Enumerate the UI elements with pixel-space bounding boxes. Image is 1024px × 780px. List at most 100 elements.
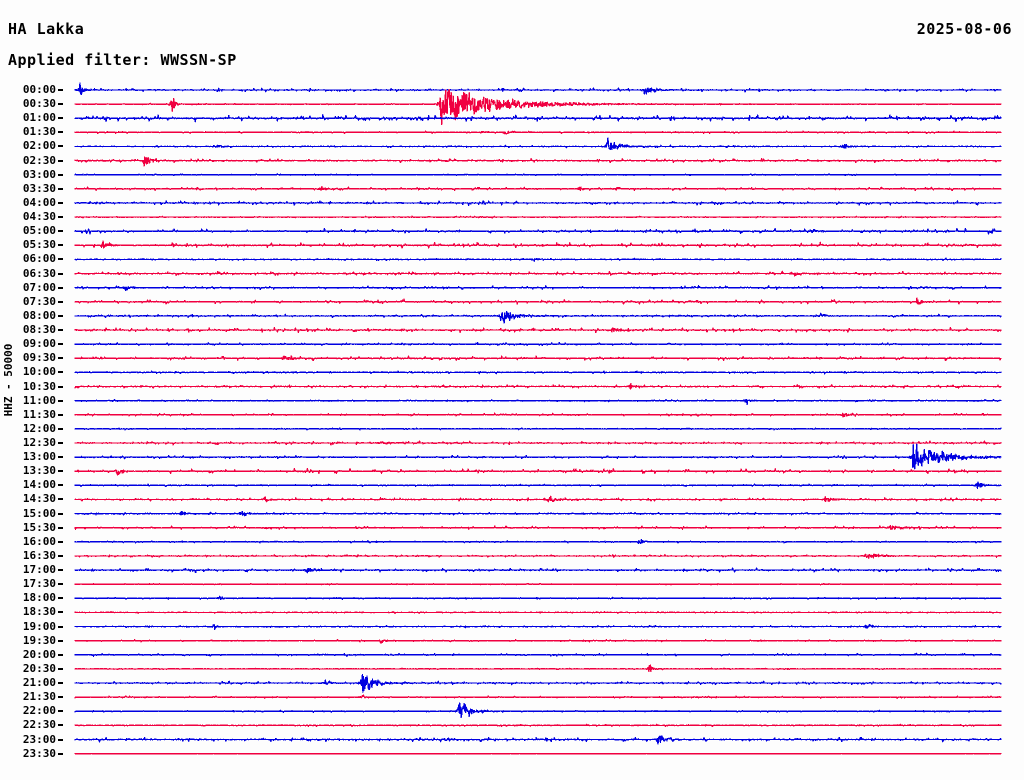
time-tick-label: 14:30 [22, 492, 56, 506]
seismogram-trace [74, 215, 1002, 219]
time-tick-label: 00:30 [22, 97, 56, 111]
time-tick-mark [58, 653, 63, 656]
time-tick-mark [58, 159, 63, 162]
time-tick-label: 07:00 [22, 280, 56, 294]
seismogram-trace [74, 495, 1002, 503]
time-tick-label: 06:00 [22, 252, 56, 266]
time-tick-label: 20:00 [22, 647, 56, 661]
seismogram-trace [74, 310, 1002, 324]
seismogram-trace [74, 440, 1002, 446]
time-tick-label: 01:00 [22, 111, 56, 125]
time-tick-mark [58, 286, 63, 289]
time-tick-mark [58, 187, 63, 190]
seismogram-trace [74, 137, 1002, 151]
time-tick-mark [58, 738, 63, 741]
seismogram-trace [74, 539, 1002, 545]
seismogram-trace [74, 186, 1002, 192]
time-tick-label: 19:30 [22, 633, 56, 647]
time-tick-mark [58, 230, 63, 233]
time-tick-label: 21:30 [22, 690, 56, 704]
time-tick-label: 16:00 [22, 534, 56, 548]
seismogram-trace [74, 382, 1002, 390]
seismogram-trace [74, 624, 1002, 631]
time-tick-label: 03:30 [22, 181, 56, 195]
time-tick-mark [58, 498, 63, 501]
seismogram-trace [74, 510, 1002, 517]
time-tick-mark [58, 540, 63, 543]
time-tick-mark [58, 131, 63, 134]
plot-date: 2025-08-06 [916, 20, 1012, 38]
seismogram-trace [74, 82, 1002, 96]
seismogram-trace [74, 156, 1002, 167]
time-tick-label: 15:30 [22, 520, 56, 534]
time-tick-mark [58, 597, 63, 600]
time-tick-label: 04:30 [22, 210, 56, 224]
time-tick-mark [58, 329, 63, 332]
seismogram-trace [74, 525, 1002, 530]
time-tick-mark [58, 456, 63, 459]
time-tick-label: 18:00 [22, 591, 56, 605]
seismogram-trace [74, 694, 1002, 700]
time-tick-label: 02:30 [22, 153, 56, 167]
time-tick-mark [58, 554, 63, 557]
time-tick-label: 09:00 [22, 337, 56, 351]
seismogram-trace [74, 638, 1002, 644]
seismogram-trace [74, 398, 1002, 405]
time-tick-mark [58, 258, 63, 261]
time-tick-label: 08:00 [22, 308, 56, 322]
seismogram-trace [74, 611, 1002, 614]
seismogram-trace [74, 285, 1002, 291]
time-tick-mark [58, 611, 63, 614]
time-tick-mark [58, 89, 63, 91]
seismogram-trace [74, 341, 1002, 347]
time-tick-mark [58, 526, 63, 529]
time-tick-mark [58, 427, 63, 430]
time-tick-label: 13:30 [22, 464, 56, 478]
time-tick-mark [58, 484, 63, 487]
seismogram-trace [74, 652, 1002, 657]
time-tick-mark [58, 145, 63, 148]
time-tick-label: 17:30 [22, 577, 56, 591]
time-tick-mark [58, 625, 63, 628]
seismogram-trace [74, 595, 1002, 600]
time-tick-label: 10:00 [22, 365, 56, 379]
time-tick-mark [58, 639, 63, 642]
time-tick-label: 11:00 [22, 393, 56, 407]
time-tick-label: 19:00 [22, 619, 56, 633]
time-tick-mark [58, 413, 63, 416]
station-title: HA Lakka [8, 20, 85, 38]
time-tick-mark [58, 244, 63, 247]
time-tick-label: 04:00 [22, 195, 56, 209]
time-tick-label: 15:00 [22, 506, 56, 520]
seismogram-trace [74, 412, 1002, 418]
time-tick-mark [58, 272, 63, 275]
time-tick-label: 03:00 [22, 167, 56, 181]
time-tick-label: 23:00 [22, 732, 56, 746]
seismogram-trace [74, 735, 1002, 745]
time-tick-mark [58, 117, 63, 120]
time-tick-label: 00:00 [22, 83, 56, 96]
time-tick-mark [58, 300, 63, 303]
seismogram-trace [74, 200, 1002, 206]
seismogram-trace [74, 173, 1002, 177]
seismogram-trace [74, 674, 1002, 693]
time-tick-mark [58, 357, 63, 360]
seismogram-trace [74, 240, 1002, 249]
applied-filter-label: Applied filter: WWSSN-SP [8, 51, 237, 69]
seismogram-trace [74, 270, 1002, 277]
seismogram-trace [74, 327, 1002, 334]
seismogram-trace [74, 467, 1002, 476]
seismogram-trace [74, 130, 1002, 135]
seismogram-trace [74, 481, 1002, 490]
seismogram-trace [74, 553, 1002, 559]
time-tick-label: 07:30 [22, 294, 56, 308]
time-tick-label: 22:30 [22, 718, 56, 732]
seismogram-trace [74, 355, 1002, 362]
time-tick-label: 14:00 [22, 478, 56, 492]
seismogram-trace [74, 257, 1002, 262]
seismogram-trace [74, 723, 1002, 727]
time-tick-mark [58, 724, 63, 727]
time-tick-mark [58, 216, 63, 219]
